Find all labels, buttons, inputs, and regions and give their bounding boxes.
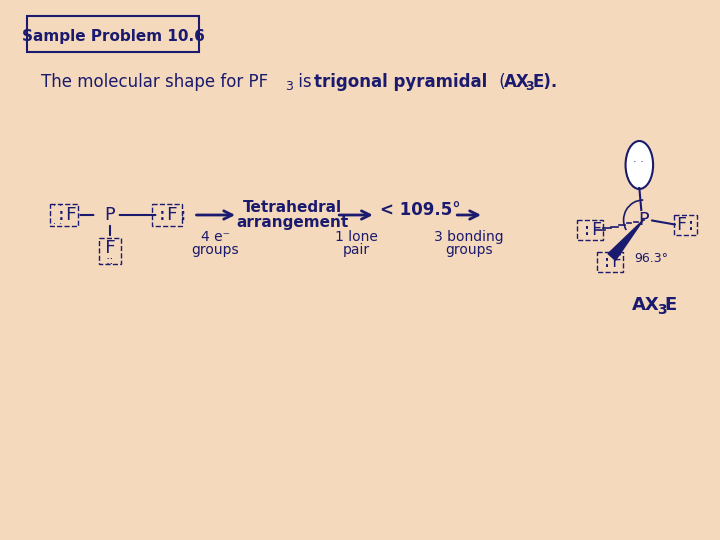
Text: ::: ::	[106, 254, 114, 267]
Text: F:: F:	[676, 216, 696, 234]
Text: 4 e⁻: 4 e⁻	[201, 230, 230, 244]
Text: · ·: · ·	[633, 157, 644, 167]
Bar	[577, 220, 603, 240]
Text: groups: groups	[445, 243, 493, 257]
Text: P: P	[638, 211, 649, 229]
Text: P: P	[104, 206, 115, 224]
FancyBboxPatch shape	[27, 16, 199, 52]
Text: E).: E).	[532, 73, 557, 91]
Text: arrangement: arrangement	[236, 215, 348, 231]
Text: 96.3°: 96.3°	[634, 252, 668, 265]
Text: · ·: · ·	[53, 219, 63, 229]
Text: F: F	[104, 239, 115, 257]
Text: :F: :F	[56, 206, 78, 224]
Text: · ·: · ·	[53, 201, 63, 211]
Polygon shape	[608, 220, 643, 260]
Ellipse shape	[626, 141, 653, 189]
Text: Tetrahedral: Tetrahedral	[243, 199, 341, 214]
Text: 3: 3	[285, 80, 293, 93]
Text: E: E	[664, 296, 676, 314]
Text: 3: 3	[525, 80, 534, 93]
Text: < 109.5°: < 109.5°	[379, 201, 460, 219]
Text: AX: AX	[503, 73, 529, 91]
Text: The molecular shape for PF: The molecular shape for PF	[41, 73, 269, 91]
Text: 3: 3	[657, 303, 667, 317]
Text: Sample Problem 10.6: Sample Problem 10.6	[22, 29, 204, 44]
Bar	[674, 215, 698, 235]
Text: :F:: :F:	[157, 206, 190, 224]
Text: is: is	[293, 73, 317, 91]
Text: AX: AX	[631, 296, 660, 314]
Text: :F: :F	[602, 253, 622, 271]
Text: 3 bonding: 3 bonding	[434, 230, 504, 244]
Bar	[597, 252, 623, 272]
Bar	[153, 204, 182, 226]
Bar	[99, 238, 121, 264]
Text: pair: pair	[343, 243, 369, 257]
Text: (: (	[494, 73, 505, 91]
Bar	[50, 204, 78, 226]
Text: 1 lone: 1 lone	[335, 230, 377, 244]
Text: :F: :F	[582, 221, 602, 239]
Text: groups: groups	[192, 243, 239, 257]
Text: trigonal pyramidal: trigonal pyramidal	[314, 73, 487, 91]
